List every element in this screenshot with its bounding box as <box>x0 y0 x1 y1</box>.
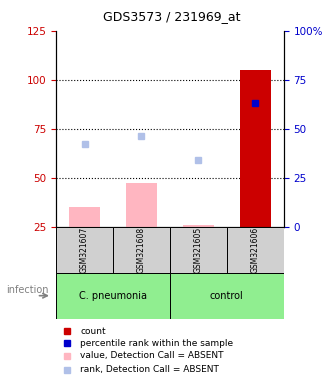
Bar <box>69 207 100 227</box>
Bar <box>56 227 113 273</box>
Text: GSM321605: GSM321605 <box>194 227 203 273</box>
Text: rank, Detection Call = ABSENT: rank, Detection Call = ABSENT <box>81 365 219 374</box>
Bar <box>170 227 227 273</box>
Bar <box>113 227 170 273</box>
Bar <box>170 273 284 319</box>
Bar <box>56 273 170 319</box>
Text: C. pneumonia: C. pneumonia <box>79 291 147 301</box>
Text: GSM321607: GSM321607 <box>80 227 89 273</box>
Bar <box>227 227 284 273</box>
Bar <box>183 225 214 227</box>
Text: percentile rank within the sample: percentile rank within the sample <box>81 339 234 348</box>
Text: infection: infection <box>7 285 49 295</box>
Text: GSM321608: GSM321608 <box>137 227 146 273</box>
Bar <box>240 70 271 227</box>
Bar <box>126 184 157 227</box>
Text: count: count <box>81 327 106 336</box>
Text: control: control <box>210 291 244 301</box>
Text: GDS3573 / 231969_at: GDS3573 / 231969_at <box>103 10 240 23</box>
Text: GSM321606: GSM321606 <box>251 227 260 273</box>
Text: value, Detection Call = ABSENT: value, Detection Call = ABSENT <box>81 351 224 361</box>
